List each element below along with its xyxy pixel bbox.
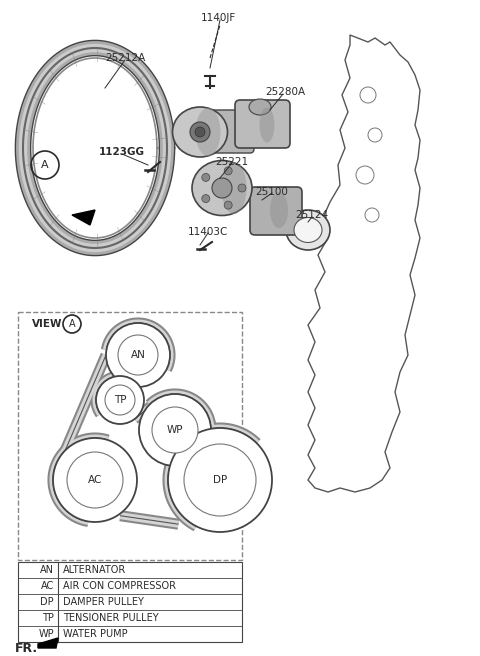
- Circle shape: [195, 127, 205, 137]
- Text: VIEW: VIEW: [32, 319, 62, 329]
- FancyBboxPatch shape: [250, 187, 302, 235]
- Text: A: A: [69, 319, 75, 329]
- Ellipse shape: [270, 192, 288, 228]
- Text: DP: DP: [40, 597, 54, 607]
- Ellipse shape: [221, 162, 247, 214]
- Text: WP: WP: [38, 629, 54, 639]
- Circle shape: [139, 394, 211, 466]
- Polygon shape: [38, 638, 58, 648]
- Circle shape: [105, 385, 135, 415]
- Text: 25280A: 25280A: [265, 87, 305, 97]
- Text: 1140JF: 1140JF: [200, 13, 236, 23]
- Circle shape: [106, 323, 170, 387]
- Text: AN: AN: [131, 350, 145, 360]
- Ellipse shape: [172, 107, 228, 157]
- Text: DAMPER PULLEY: DAMPER PULLEY: [63, 597, 144, 607]
- Ellipse shape: [260, 108, 275, 142]
- Circle shape: [168, 428, 272, 532]
- Text: DP: DP: [213, 475, 227, 485]
- FancyBboxPatch shape: [18, 312, 242, 560]
- Ellipse shape: [294, 218, 322, 243]
- Text: TP: TP: [42, 613, 54, 623]
- Text: 25100: 25100: [255, 187, 288, 197]
- Circle shape: [238, 184, 246, 192]
- Circle shape: [118, 335, 158, 375]
- Polygon shape: [72, 210, 95, 225]
- Circle shape: [96, 376, 144, 424]
- Circle shape: [224, 201, 232, 209]
- Text: AC: AC: [41, 581, 54, 591]
- Text: FR.: FR.: [15, 642, 38, 655]
- Circle shape: [202, 195, 210, 203]
- Text: TP: TP: [114, 395, 126, 405]
- Circle shape: [152, 407, 198, 453]
- Ellipse shape: [249, 99, 271, 115]
- Circle shape: [202, 173, 210, 182]
- Text: TENSIONER PULLEY: TENSIONER PULLEY: [63, 613, 158, 623]
- FancyBboxPatch shape: [235, 100, 290, 148]
- Text: WATER PUMP: WATER PUMP: [63, 629, 128, 639]
- FancyBboxPatch shape: [18, 562, 242, 642]
- Ellipse shape: [195, 108, 220, 156]
- Circle shape: [224, 167, 232, 175]
- Ellipse shape: [192, 161, 252, 216]
- Text: 25221: 25221: [216, 157, 249, 167]
- Text: AN: AN: [40, 565, 54, 575]
- Circle shape: [212, 178, 232, 198]
- Text: 25124: 25124: [295, 210, 329, 220]
- Text: AC: AC: [88, 475, 102, 485]
- Circle shape: [184, 444, 256, 516]
- FancyBboxPatch shape: [206, 110, 254, 153]
- Text: AIR CON COMPRESSOR: AIR CON COMPRESSOR: [63, 581, 176, 591]
- Text: A: A: [41, 160, 49, 170]
- Ellipse shape: [286, 210, 330, 250]
- Circle shape: [53, 438, 137, 522]
- Text: 1123GG: 1123GG: [99, 147, 145, 157]
- Text: 11403C: 11403C: [188, 227, 228, 237]
- Text: 25212A: 25212A: [105, 53, 145, 63]
- Circle shape: [190, 122, 210, 142]
- Text: ALTERNATOR: ALTERNATOR: [63, 565, 126, 575]
- Text: WP: WP: [167, 425, 183, 435]
- Circle shape: [67, 452, 123, 508]
